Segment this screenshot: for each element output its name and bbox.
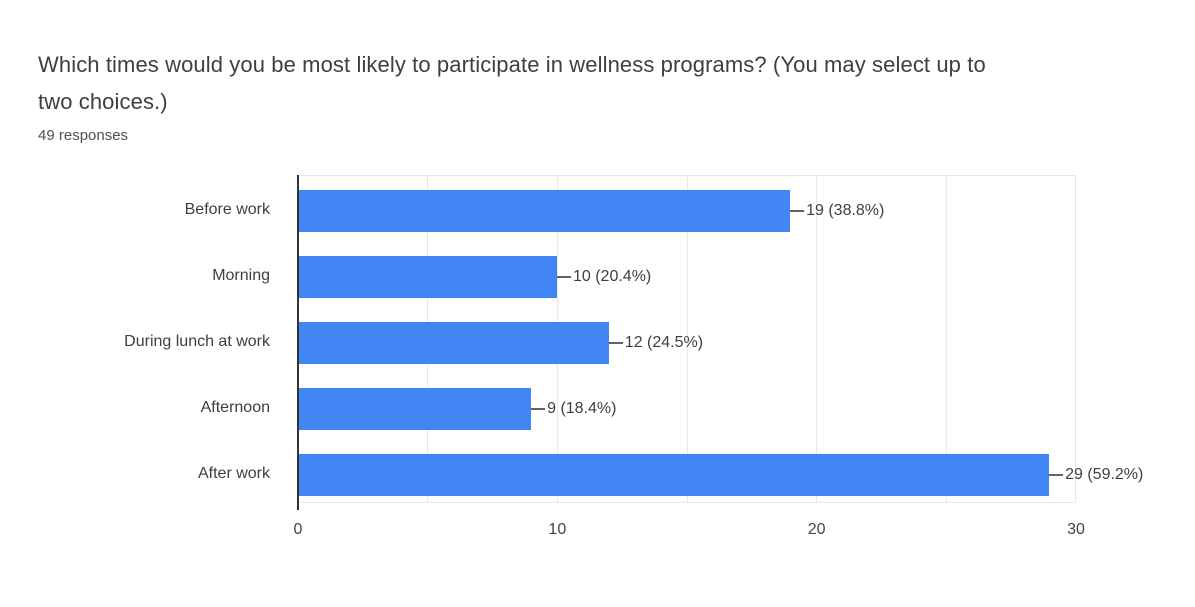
category-label-1: Morning xyxy=(212,267,270,284)
x-tick-0: 0 xyxy=(293,521,303,538)
value-connector-line xyxy=(790,210,805,212)
category-label-2: During lunch at work xyxy=(124,333,270,350)
value-text: 12 (24.5%) xyxy=(624,334,704,351)
category-label-3: Afternoon xyxy=(200,399,270,416)
bar-1 xyxy=(298,256,557,298)
plot-area: 19 (38.8%) 10 (20.4%) 12 (24.5%) 9 (18.4%) 2… xyxy=(298,175,1143,503)
gridline-20 xyxy=(815,176,817,502)
gridline-25 xyxy=(945,176,947,502)
value-label-3: 9 (18.4%) xyxy=(531,388,616,430)
value-text: 29 (59.2%) xyxy=(1065,466,1144,483)
category-label-0: Before work xyxy=(184,201,270,218)
value-connector-line xyxy=(1049,474,1064,476)
value-label-0: 19 (38.8%) xyxy=(790,190,884,232)
value-label-1: 10 (20.4%) xyxy=(556,256,652,298)
category-label-4: After work xyxy=(197,465,270,482)
value-text: 10 (20.4%) xyxy=(572,268,652,285)
value-connector-line xyxy=(531,408,546,410)
question-title-line2: two choices.) xyxy=(38,89,168,114)
value-label-4: 29 (59.2%) xyxy=(1049,454,1143,496)
x-axis: 0 10 20 30 xyxy=(0,520,1195,540)
x-tick-20: 20 xyxy=(807,521,826,538)
response-count: 49 responses xyxy=(38,127,129,144)
bar-3 xyxy=(298,388,532,430)
value-text: 9 (18.4%) xyxy=(547,400,617,417)
gridline-15 xyxy=(686,176,688,502)
value-connector-line xyxy=(556,276,571,278)
bar-0 xyxy=(298,190,791,232)
question-header: Which times would you be most likely to … xyxy=(38,46,1168,145)
bar-4 xyxy=(298,454,1050,496)
value-text: 19 (38.8%) xyxy=(806,202,885,219)
question-title-line1: Which times would you be most likely to … xyxy=(38,52,986,77)
bar-2 xyxy=(298,322,609,364)
value-label-2: 12 (24.5%) xyxy=(608,322,704,364)
x-tick-30: 30 xyxy=(1067,521,1085,538)
y-axis-baseline xyxy=(297,175,299,510)
question-title: Which times would you be most likely to … xyxy=(38,46,1168,120)
category-labels: Before work Morning During lunch at work Af… xyxy=(0,175,284,503)
value-connector-line xyxy=(608,342,623,344)
x-tick-10: 10 xyxy=(548,521,567,538)
